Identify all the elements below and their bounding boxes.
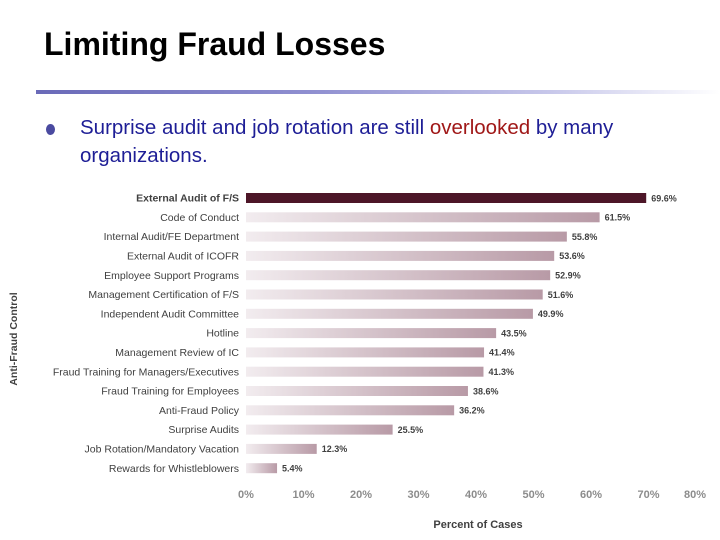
value-label: 41.4% xyxy=(489,348,515,358)
category-label: Management Certification of F/S xyxy=(88,289,239,301)
title-divider xyxy=(36,90,720,94)
value-label: 43.5% xyxy=(501,328,527,338)
category-label: Hotline xyxy=(206,328,239,340)
bullet-text: Surprise audit and job rotation are stil… xyxy=(80,114,680,170)
category-label: Management Review of IC xyxy=(115,347,239,359)
bar xyxy=(246,463,278,474)
value-label: 52.9% xyxy=(555,271,581,281)
bar xyxy=(246,270,551,281)
x-tick-label: 10% xyxy=(292,489,314,501)
category-label: Code of Conduct xyxy=(160,212,239,224)
bar xyxy=(246,212,600,223)
bullet-highlight: overlooked xyxy=(429,116,531,139)
bar xyxy=(246,424,393,435)
value-label: 49.9% xyxy=(538,309,564,319)
value-label: 61.5% xyxy=(605,213,631,223)
bar xyxy=(246,231,567,242)
bar xyxy=(246,289,543,300)
category-label: Employee Support Programs xyxy=(104,270,239,282)
bullet-text-end: by many organizations. xyxy=(80,116,614,167)
category-label: Fraud Training for Managers/Executives xyxy=(53,366,239,378)
bar xyxy=(246,405,455,416)
bar xyxy=(246,443,317,454)
y-axis-label: Anti-Fraud Control xyxy=(8,292,20,385)
value-label: 36.2% xyxy=(459,406,485,416)
value-label: 38.6% xyxy=(473,386,499,396)
value-label: 51.6% xyxy=(548,290,574,300)
value-label: 53.6% xyxy=(559,251,585,261)
anti-fraud-control-chart: Anti-Fraud Control Percent of Cases Exte… xyxy=(8,193,706,531)
x-tick-label: 40% xyxy=(465,489,487,501)
page-title: Limiting Fraud Losses xyxy=(44,26,386,62)
x-tick-label: 20% xyxy=(350,489,372,501)
category-label: Job Rotation/Mandatory Vacation xyxy=(85,444,240,456)
bar xyxy=(246,308,533,319)
x-tick-label: 50% xyxy=(522,489,544,501)
x-axis-label: Percent of Cases xyxy=(433,519,522,531)
category-label: Anti-Fraud Policy xyxy=(159,405,240,417)
bar xyxy=(246,193,647,203)
category-label: External Audit of F/S xyxy=(136,193,239,205)
category-label: External Audit of ICOFR xyxy=(127,251,239,263)
category-label: Fraud Training for Employees xyxy=(101,386,239,398)
bullet-icon xyxy=(46,124,55,135)
value-label: 69.6% xyxy=(651,193,677,203)
x-tick-label: 70% xyxy=(637,489,659,501)
bar xyxy=(246,347,485,358)
x-tick-label: 30% xyxy=(407,489,429,501)
category-label: Rewards for Whistleblowers xyxy=(109,463,239,475)
category-label: Independent Audit Committee xyxy=(101,308,240,320)
value-label: 12.3% xyxy=(322,444,348,454)
bar xyxy=(246,328,497,339)
bar xyxy=(246,366,484,377)
value-label: 55.8% xyxy=(572,232,598,242)
bullet-text-start: Surprise audit and job rotation are stil… xyxy=(80,116,430,139)
value-label: 41.3% xyxy=(488,367,514,377)
x-tick-label: 60% xyxy=(580,489,602,501)
bar xyxy=(246,386,468,396)
x-tick-label: 80% xyxy=(684,489,706,501)
value-label: 25.5% xyxy=(398,425,424,435)
bar xyxy=(246,250,555,261)
value-label: 5.4% xyxy=(282,464,303,474)
category-label: Surprise Audits xyxy=(168,424,239,436)
category-label: Internal Audit/FE Department xyxy=(104,231,239,243)
x-tick-label: 0% xyxy=(238,489,254,501)
